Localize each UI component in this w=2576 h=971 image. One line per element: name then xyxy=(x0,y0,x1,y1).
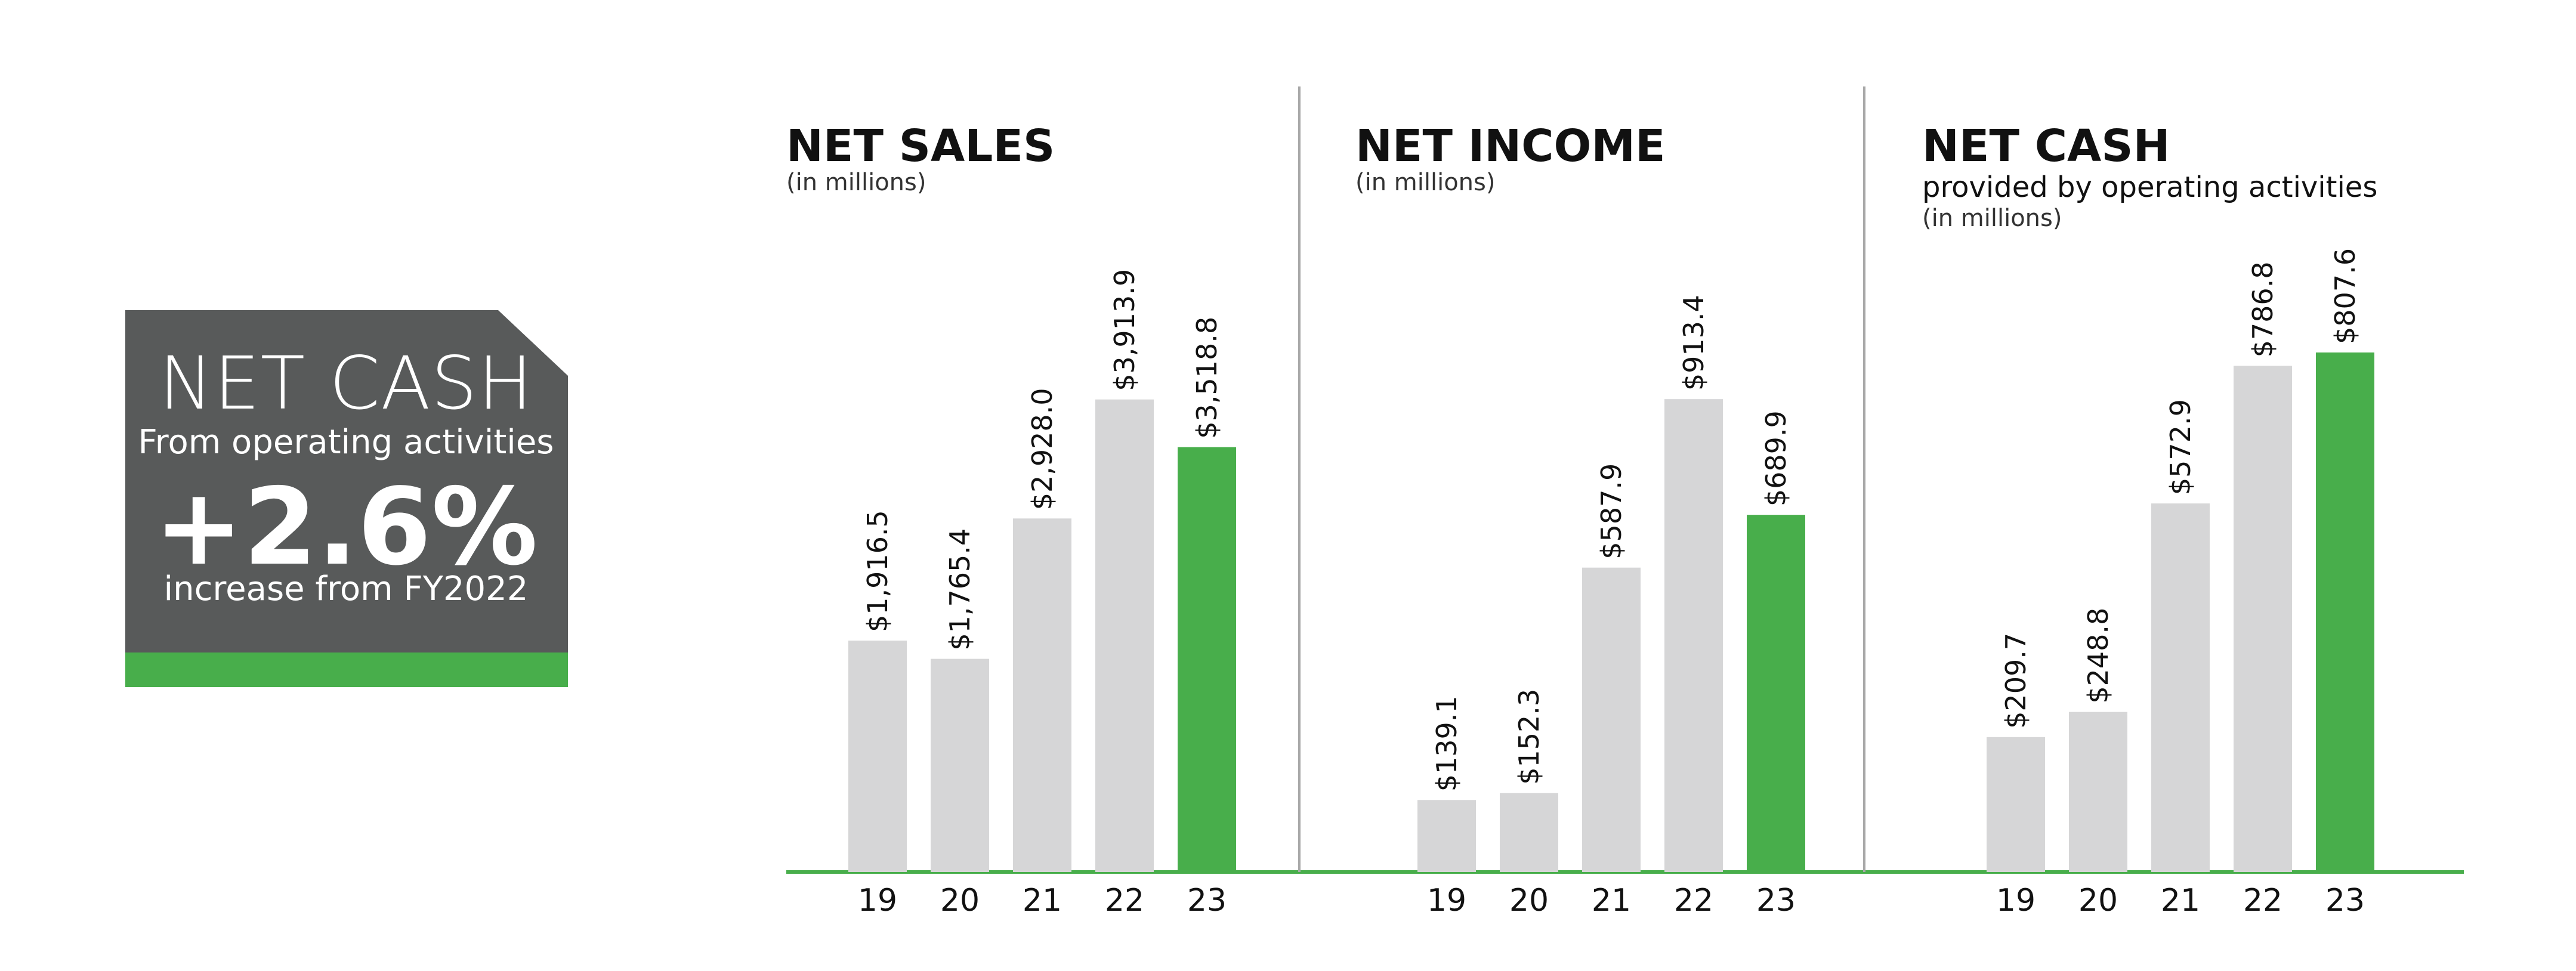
bar-22 xyxy=(1664,399,1723,872)
bar-value-label: $587.9 xyxy=(1595,463,1627,559)
x-tick-label: 19 xyxy=(1427,883,1466,919)
x-tick-label: 21 xyxy=(1592,883,1631,919)
bar-value-label: $786.8 xyxy=(2247,261,2279,357)
callout-note: increase from FY2022 xyxy=(163,570,529,608)
x-tick-label: 19 xyxy=(1996,883,2036,919)
bar-value-label: $3,913.9 xyxy=(1108,269,1141,391)
bar-22 xyxy=(2234,366,2292,872)
x-tick-label: 23 xyxy=(1187,883,1227,919)
net-cash-title: NET CASH xyxy=(1922,120,2170,172)
bar-22 xyxy=(1095,399,1154,872)
bar-value-label: $3,518.8 xyxy=(1191,317,1223,439)
bar-21 xyxy=(1582,567,1641,872)
x-tick-label: 22 xyxy=(1674,883,1713,919)
bar-value-label: $248.8 xyxy=(2082,608,2114,704)
bar-20 xyxy=(1500,793,1558,872)
bar-value-label: $1,916.5 xyxy=(861,510,894,632)
x-tick-label: 23 xyxy=(2325,883,2365,919)
bar-20 xyxy=(931,658,989,872)
bar-value-label: $807.6 xyxy=(2329,248,2361,344)
callout-background xyxy=(125,310,568,653)
bar-value-label: $689.9 xyxy=(1760,410,1792,506)
bar-value-label: $2,928.0 xyxy=(1026,388,1058,510)
x-tick-label: 21 xyxy=(1023,883,1062,919)
bar-19 xyxy=(1417,800,1476,872)
callout-subtitle: From operating activities xyxy=(138,423,554,462)
net-cash-subtitle: provided by operating activities xyxy=(1922,171,2378,204)
callout-accent-bar xyxy=(125,653,568,687)
bar-value-label: $139.1 xyxy=(1431,695,1463,791)
callout-percent: +2.6% xyxy=(154,465,538,589)
bar-value-label: $152.3 xyxy=(1513,689,1545,785)
bar-20 xyxy=(2069,712,2127,872)
bar-21 xyxy=(2151,503,2210,872)
bar-value-label: $572.9 xyxy=(2164,399,2197,495)
bar-value-label: $913.4 xyxy=(1678,295,1710,391)
bar-21 xyxy=(1013,518,1071,872)
bar-23 xyxy=(1747,515,1805,872)
net-income-title: NET INCOME xyxy=(1355,120,1666,172)
net-cash-chart: $209.7 19 $248.8 20 $572.9 21 $786.8 22 $807.6 23 xyxy=(1987,248,2374,919)
x-tick-label: 23 xyxy=(1756,883,1796,919)
x-tick-label: 20 xyxy=(2078,883,2118,919)
x-tick-label: 20 xyxy=(940,883,980,919)
x-tick-label: 19 xyxy=(858,883,897,919)
net-sales-unit-label: (in millions) xyxy=(786,169,926,196)
x-tick-label: 22 xyxy=(1105,883,1144,919)
bar-19 xyxy=(1987,737,2045,872)
net-sales-chart: $1,916.5 19 $1,765.4 20 $2,928.0 21 $3,913.9 22… xyxy=(848,269,1236,919)
net-income-chart: $139.1 19 $152.3 20 $587.9 21 $913.4 22 $689.9 23 xyxy=(1417,295,1805,919)
callout-title: NET CASH xyxy=(159,341,533,426)
bar-value-label: $209.7 xyxy=(2000,633,2032,729)
x-tick-label: 22 xyxy=(2243,883,2282,919)
x-tick-label: 21 xyxy=(2161,883,2200,919)
x-tick-label: 20 xyxy=(1509,883,1549,919)
bar-19 xyxy=(848,641,907,872)
net-sales-title: NET SALES xyxy=(786,120,1055,172)
bar-23 xyxy=(1178,447,1236,872)
net-cash-unit-label: (in millions) xyxy=(1922,205,2062,232)
bar-value-label: $1,765.4 xyxy=(944,528,976,651)
net-income-unit-label: (in millions) xyxy=(1355,169,1496,196)
bar-23 xyxy=(2316,352,2374,872)
